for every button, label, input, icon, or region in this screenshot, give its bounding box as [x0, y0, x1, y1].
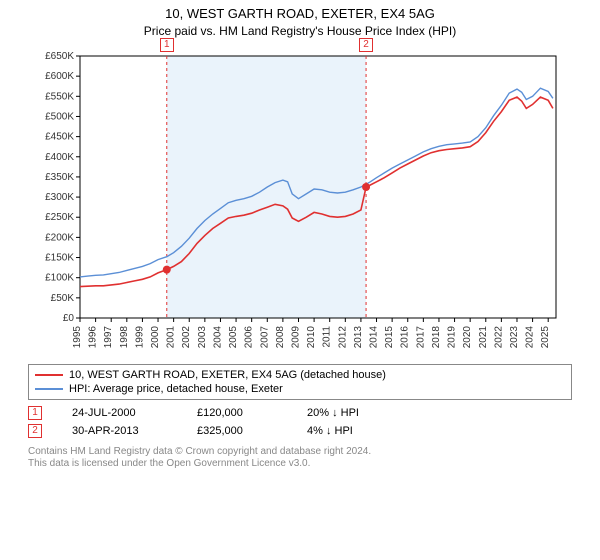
- sale-date: 30-APR-2013: [72, 425, 167, 437]
- svg-text:2023: 2023: [509, 325, 520, 348]
- svg-text:2024: 2024: [525, 325, 536, 348]
- svg-text:1996: 1996: [88, 325, 99, 348]
- svg-text:2014: 2014: [369, 325, 380, 348]
- table-row: 2 30-APR-2013 £325,000 4% ↓ HPI: [28, 422, 572, 440]
- sale-hpi-delta: 20% ↓ HPI: [307, 407, 359, 419]
- sale-marker-icon: 1: [160, 38, 174, 52]
- svg-text:£500K: £500K: [45, 111, 74, 122]
- svg-text:£300K: £300K: [45, 192, 74, 203]
- svg-text:2018: 2018: [431, 325, 442, 348]
- svg-text:£650K: £650K: [45, 51, 74, 62]
- svg-text:2015: 2015: [384, 325, 395, 348]
- page-title: 10, WEST GARTH ROAD, EXETER, EX4 5AG: [0, 0, 600, 23]
- svg-text:£350K: £350K: [45, 172, 74, 183]
- svg-text:2010: 2010: [306, 325, 317, 348]
- svg-text:2008: 2008: [275, 325, 286, 348]
- svg-text:£50K: £50K: [51, 293, 75, 304]
- svg-text:2022: 2022: [493, 325, 504, 348]
- svg-text:2013: 2013: [353, 325, 364, 348]
- svg-text:£400K: £400K: [45, 152, 74, 163]
- svg-text:2017: 2017: [415, 325, 426, 348]
- svg-text:2012: 2012: [337, 325, 348, 348]
- footer-attribution: Contains HM Land Registry data © Crown c…: [28, 446, 572, 471]
- svg-text:2001: 2001: [166, 325, 177, 348]
- page-subtitle: Price paid vs. HM Land Registry's House …: [0, 24, 600, 38]
- svg-text:£450K: £450K: [45, 132, 74, 143]
- legend-swatch: [35, 374, 63, 376]
- svg-text:2000: 2000: [150, 325, 161, 348]
- svg-text:2021: 2021: [478, 325, 489, 348]
- sale-date: 24-JUL-2000: [72, 407, 167, 419]
- table-row: 1 24-JUL-2000 £120,000 20% ↓ HPI: [28, 404, 572, 422]
- legend-label: HPI: Average price, detached house, Exet…: [69, 383, 283, 395]
- svg-text:2019: 2019: [447, 325, 458, 348]
- svg-text:1998: 1998: [119, 325, 130, 348]
- svg-text:2004: 2004: [212, 325, 223, 348]
- svg-text:1999: 1999: [134, 325, 145, 348]
- sale-marker-icon: 2: [359, 38, 373, 52]
- sale-marker-icon: 2: [28, 424, 42, 438]
- svg-text:2011: 2011: [322, 325, 333, 347]
- legend-label: 10, WEST GARTH ROAD, EXETER, EX4 5AG (de…: [69, 369, 386, 381]
- sale-marker-icon: 1: [28, 406, 42, 420]
- svg-text:1997: 1997: [103, 325, 114, 348]
- svg-text:2002: 2002: [181, 325, 192, 348]
- svg-text:£550K: £550K: [45, 91, 74, 102]
- svg-text:2005: 2005: [228, 325, 239, 348]
- svg-text:£0: £0: [63, 313, 75, 324]
- sales-table: 1 24-JUL-2000 £120,000 20% ↓ HPI 2 30-AP…: [28, 404, 572, 440]
- svg-text:£600K: £600K: [45, 71, 74, 82]
- svg-text:2009: 2009: [290, 325, 301, 348]
- legend-swatch: [35, 388, 63, 390]
- svg-text:£250K: £250K: [45, 212, 74, 223]
- legend-item: 10, WEST GARTH ROAD, EXETER, EX4 5AG (de…: [35, 368, 565, 382]
- price-chart: £0 £50K £100K £150K £200K £250K £300K £350K £400…: [30, 48, 570, 358]
- svg-text:2006: 2006: [244, 325, 255, 348]
- svg-text:£200K: £200K: [45, 232, 74, 243]
- svg-text:2003: 2003: [197, 325, 208, 348]
- sale-price: £120,000: [197, 407, 277, 419]
- legend-item: HPI: Average price, detached house, Exet…: [35, 382, 565, 396]
- svg-text:2020: 2020: [462, 325, 473, 348]
- sale-hpi-delta: 4% ↓ HPI: [307, 425, 353, 437]
- sale-price: £325,000: [197, 425, 277, 437]
- svg-text:2007: 2007: [259, 325, 270, 348]
- svg-text:2025: 2025: [540, 325, 551, 348]
- svg-text:2016: 2016: [400, 325, 411, 348]
- svg-text:£100K: £100K: [45, 273, 74, 284]
- svg-text:£150K: £150K: [45, 252, 74, 263]
- svg-text:1995: 1995: [72, 325, 83, 348]
- legend: 10, WEST GARTH ROAD, EXETER, EX4 5AG (de…: [28, 364, 572, 400]
